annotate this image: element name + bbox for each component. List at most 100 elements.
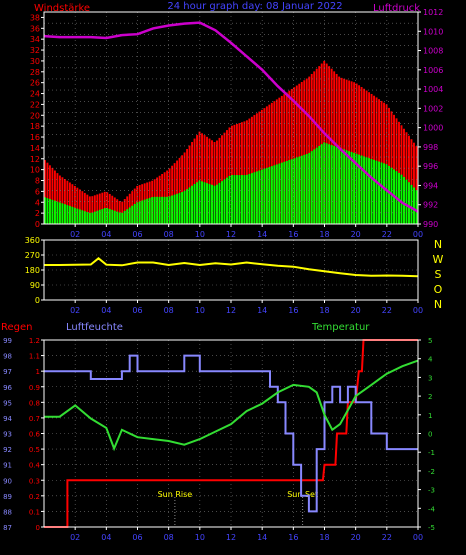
rain-tick-label: 1.2	[29, 337, 40, 345]
average-wind-bar	[378, 161, 380, 224]
humidity-line	[44, 354, 418, 513]
gust-bar	[263, 108, 266, 224]
wind-direction-line	[44, 257, 419, 278]
x-tick-label: 16	[288, 230, 298, 239]
gust-bar	[193, 138, 196, 224]
average-wind-bar	[51, 199, 54, 224]
average-wind-bar	[106, 208, 109, 224]
gust-bar	[248, 118, 251, 224]
gust-bar	[300, 82, 303, 224]
x-tick-label: 04	[101, 306, 111, 315]
gust-bar	[295, 85, 298, 224]
average-wind-bar	[250, 173, 253, 224]
wind-tick-label: 28	[30, 68, 40, 77]
wind-tick-label: 26	[30, 79, 40, 88]
average-wind-bar	[330, 145, 333, 224]
temperature-tick-label: 5	[428, 337, 432, 345]
average-wind-bar	[176, 193, 179, 224]
average-wind-bar	[348, 151, 351, 224]
humidity-tick-label: 90	[3, 477, 12, 485]
gust-bar	[273, 101, 276, 224]
gust-bar	[213, 142, 216, 224]
x-tick-label: 20	[351, 533, 361, 542]
average-wind-bar	[163, 196, 166, 224]
gust-bar	[86, 194, 89, 224]
humidity-tick-label: 91	[3, 462, 12, 470]
average-wind-bar	[73, 207, 76, 224]
gust-bar	[71, 184, 74, 224]
gust-bar	[93, 195, 96, 224]
gust-bar	[268, 104, 271, 224]
gust-bar	[255, 113, 258, 224]
average-wind-bar	[273, 165, 276, 224]
humidity-tick-label: 96	[3, 384, 12, 392]
average-wind-bar	[413, 187, 415, 224]
average-wind-bar	[216, 184, 218, 224]
average-wind-bar	[136, 202, 139, 224]
pressure-tick-label: 996	[423, 162, 438, 171]
average-wind-bar	[235, 175, 238, 224]
x-tick-label: 10	[195, 230, 205, 239]
gust-bar	[403, 128, 405, 224]
average-wind-bar	[293, 158, 296, 224]
gust-bar	[298, 83, 301, 224]
gust-bar	[171, 165, 174, 224]
average-wind-bar	[71, 206, 74, 224]
x-tick-label: 20	[351, 306, 361, 315]
average-wind-bar	[83, 211, 86, 224]
wind-tick-label: 20	[30, 111, 40, 120]
x-tick-label: 02	[70, 230, 80, 239]
average-wind-bar	[410, 184, 413, 224]
x-tick-label: 08	[164, 306, 174, 315]
humidity-tick-label: 97	[3, 368, 12, 376]
gust-bar	[305, 78, 308, 224]
average-wind-bar	[233, 175, 236, 224]
temperature-tick-label: -4	[428, 505, 436, 513]
average-wind-bar	[173, 194, 176, 224]
average-wind-bar	[108, 208, 111, 224]
average-wind-bar	[191, 185, 193, 224]
direction-tick-label: 270	[25, 251, 40, 260]
gust-bar	[211, 140, 213, 224]
temperature-tick-label: -3	[428, 487, 435, 495]
gust-bar	[181, 155, 184, 224]
average-wind-bar	[76, 208, 79, 224]
average-wind-bar	[166, 196, 169, 224]
rain-tick-label: 0	[36, 524, 40, 532]
average-wind-bar	[111, 209, 114, 224]
average-wind-bar	[61, 203, 64, 224]
humidity-tick-label: 95	[3, 399, 12, 407]
average-wind-bar	[320, 144, 323, 224]
gust-bar	[408, 135, 410, 224]
gust-bar	[46, 162, 49, 224]
average-wind-bar	[305, 153, 308, 224]
x-tick-label: 06	[132, 306, 142, 315]
average-wind-bar	[400, 174, 403, 224]
average-wind-bar	[323, 142, 326, 224]
average-wind-bar	[186, 189, 189, 224]
average-wind-bar	[240, 175, 243, 224]
gust-bar	[221, 135, 223, 224]
gust-bar	[168, 168, 171, 224]
compass-direction-label: W	[433, 253, 444, 266]
average-wind-bar	[198, 180, 201, 224]
gust-bar	[243, 121, 246, 224]
gust-bar	[265, 106, 268, 224]
gust-bar	[285, 92, 288, 224]
gust-bar	[226, 130, 228, 224]
rain-tick-label: 1	[36, 368, 40, 376]
wind-tick-label: 36	[30, 24, 40, 33]
gust-bar	[415, 146, 418, 224]
direction-tick-label: 180	[25, 266, 40, 275]
average-wind-bar	[171, 195, 174, 224]
average-wind-bar	[338, 147, 341, 224]
wind-tick-label: 24	[30, 90, 40, 99]
average-wind-bar	[221, 181, 223, 224]
gust-bar	[78, 189, 81, 224]
gust-bar	[315, 68, 318, 225]
gust-bar	[303, 80, 306, 224]
average-wind-bar	[268, 167, 271, 224]
average-wind-bar	[168, 196, 171, 224]
average-wind-bar	[63, 204, 66, 224]
average-wind-bar	[283, 161, 286, 224]
